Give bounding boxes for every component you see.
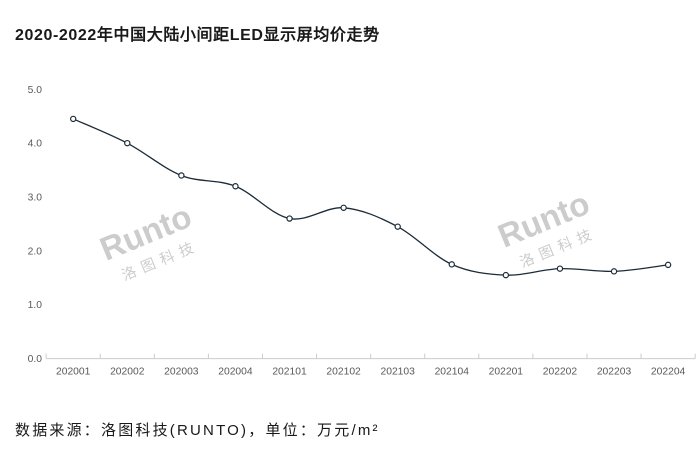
svg-text:3.0: 3.0: [28, 193, 43, 204]
svg-text:202103: 202103: [381, 367, 416, 378]
svg-text:4.0: 4.0: [28, 139, 43, 150]
svg-text:202202: 202202: [543, 367, 578, 378]
svg-text:202104: 202104: [435, 367, 470, 378]
svg-text:202201: 202201: [489, 367, 524, 378]
svg-text:202203: 202203: [597, 367, 632, 378]
svg-text:202102: 202102: [326, 367, 361, 378]
svg-text:5.0: 5.0: [28, 85, 43, 96]
svg-text:2.0: 2.0: [28, 246, 43, 257]
svg-text:202003: 202003: [164, 367, 199, 378]
svg-text:1.0: 1.0: [28, 300, 43, 311]
svg-text:202004: 202004: [218, 367, 253, 378]
svg-text:202204: 202204: [651, 367, 686, 378]
svg-text:202001: 202001: [56, 367, 91, 378]
svg-text:202002: 202002: [110, 367, 145, 378]
svg-text:0.0: 0.0: [28, 354, 43, 365]
svg-text:202101: 202101: [272, 367, 307, 378]
